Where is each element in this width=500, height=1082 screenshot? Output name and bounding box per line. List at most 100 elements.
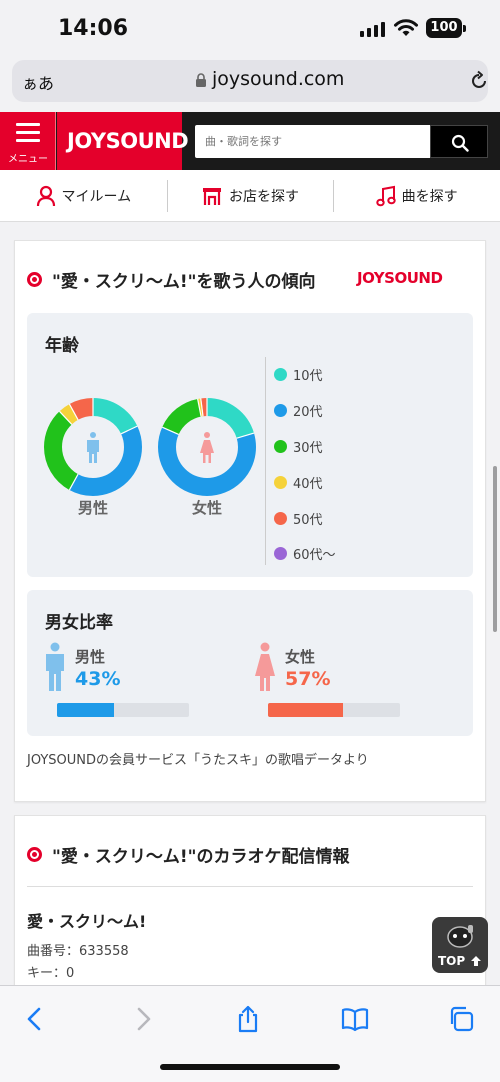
legend-item: 50代 xyxy=(274,500,336,536)
share-icon[interactable] xyxy=(233,1004,263,1034)
home-indicator xyxy=(160,1064,340,1070)
nav-item-find-song[interactable]: 曲を探す xyxy=(333,170,500,221)
search-input[interactable] xyxy=(195,125,430,158)
section-title-text: "愛・スクリ〜ム!"のカラオケ配信情報 xyxy=(52,847,350,867)
joysound-brand-logo: JOYSOUND xyxy=(357,269,443,287)
joysound-logo: JOYSOUND xyxy=(67,129,189,153)
section-bullet-icon xyxy=(27,847,42,862)
nav-item-label: マイルーム xyxy=(61,188,132,205)
menu-button[interactable]: メニュー xyxy=(0,112,56,170)
female-ratio-bar-fill xyxy=(268,703,344,717)
donut-separator xyxy=(59,410,73,425)
legend-item: 60代〜 xyxy=(274,536,336,572)
back-icon[interactable] xyxy=(20,1004,50,1034)
male-figure-icon xyxy=(46,642,64,691)
status-time: 14:06 xyxy=(58,16,129,41)
legend-dot xyxy=(274,547,287,561)
male-age-donut-chart xyxy=(44,398,142,496)
donut-separator xyxy=(68,403,79,421)
legend-dot xyxy=(274,439,287,453)
legend-label: 10代 xyxy=(293,369,323,385)
top-label: TOP xyxy=(438,954,466,968)
age-legend: 10代 20代 30代 40代 50代 60代〜 xyxy=(265,357,336,565)
age-panel-title: 年齢 xyxy=(45,336,79,356)
gender-ratio-title: 男女比率 xyxy=(45,613,113,633)
donut-separator xyxy=(200,398,204,417)
legend-label: 60代〜 xyxy=(293,548,336,564)
url-domain[interactable]: joysound.com xyxy=(212,68,345,90)
male-figure-icon xyxy=(87,432,99,463)
bookmarks-icon[interactable] xyxy=(340,1004,370,1034)
status-bar: 14:06 100 xyxy=(0,0,500,58)
age-panel: 年齢 男性 女性 10代 20代 30代 40代 50代 60代〜 xyxy=(27,313,473,577)
donut-separator xyxy=(120,425,138,435)
legend-dot xyxy=(274,404,287,418)
lock-icon xyxy=(196,73,206,87)
donut-separator xyxy=(68,473,79,491)
divider xyxy=(27,886,473,887)
reload-icon[interactable] xyxy=(468,70,490,92)
section-bullet-icon xyxy=(27,272,42,287)
nav-item-myroom[interactable]: マイルーム xyxy=(0,170,167,221)
male-chart-label: 男性 xyxy=(77,499,108,517)
female-figure-icon xyxy=(255,642,275,691)
female-figure-icon xyxy=(200,432,214,463)
donut-slice-30代 xyxy=(44,398,142,496)
menu-label: メニュー xyxy=(8,154,48,165)
gender-ratio-panel: 男女比率 男性 43% 女性 57% xyxy=(27,590,473,736)
legend-item: 20代 xyxy=(274,393,336,429)
donut-separator xyxy=(161,426,179,436)
user-icon xyxy=(36,185,55,206)
donut-slice-20代 xyxy=(44,398,142,496)
search-button[interactable] xyxy=(430,125,488,158)
back-to-top-button[interactable]: TOP xyxy=(432,917,488,973)
female-label: 女性 xyxy=(285,648,316,666)
legend-item: 10代 xyxy=(274,357,336,393)
song-number: 曲番号：633558 xyxy=(27,944,129,959)
female-age-donut-chart xyxy=(158,398,256,496)
battery-level: 100 xyxy=(430,20,458,35)
search-icon xyxy=(451,134,469,152)
search-box[interactable] xyxy=(195,125,430,158)
nav-item-label: お店を探す xyxy=(229,188,299,205)
male-ratio-bar-fill xyxy=(57,703,114,717)
legend-item: 30代 xyxy=(274,429,336,465)
male-ratio-bar xyxy=(57,703,189,717)
hamburger-icon xyxy=(16,123,40,147)
legend-dot xyxy=(274,368,287,382)
legend-dot xyxy=(274,475,287,489)
donut-separator xyxy=(236,432,255,439)
female-ratio-bar xyxy=(268,703,400,717)
site-header: メニュー JOYSOUND xyxy=(0,112,500,170)
song-key: キー：0 xyxy=(27,966,75,981)
female-chart-label: 女性 xyxy=(191,499,222,517)
male-percent: 43% xyxy=(75,668,121,690)
legend-label: 50代 xyxy=(293,512,323,528)
tabs-icon[interactable] xyxy=(446,1004,476,1034)
singer-trend-card: "愛・スクリ〜ム!"を歌う人の傾向 JOYSOUND 年齢 男性 女性 10代 … xyxy=(14,240,486,802)
legend-label: 40代 xyxy=(293,476,323,492)
legend-dot xyxy=(274,511,287,525)
music-note-icon xyxy=(375,185,396,206)
legend-label: 30代 xyxy=(293,440,323,456)
site-logo-link[interactable]: JOYSOUND xyxy=(57,112,189,170)
store-icon xyxy=(203,187,221,205)
forward-icon[interactable] xyxy=(128,1004,158,1034)
nav-item-label: 曲を探す xyxy=(401,188,458,205)
legend-item: 40代 xyxy=(274,464,336,500)
cellular-signal-icon xyxy=(360,21,385,37)
scroll-indicator[interactable] xyxy=(493,466,497,632)
section-title-text: "愛・スクリ〜ム!"を歌う人の傾向 xyxy=(52,272,316,292)
male-label: 男性 xyxy=(75,648,106,666)
wifi-icon xyxy=(394,19,418,36)
address-bar[interactable]: ぁあ joysound.com xyxy=(12,60,488,102)
song-title: 愛・スクリ〜ム! xyxy=(27,912,147,931)
section-title: "愛・スクリ〜ム!"のカラオケ配信情報 xyxy=(27,842,349,867)
female-percent: 57% xyxy=(285,668,331,690)
donut-slice-20代 xyxy=(158,398,256,496)
donut-separator xyxy=(197,398,202,417)
text-size-button[interactable]: ぁあ xyxy=(22,74,55,93)
legend-label: 20代 xyxy=(293,405,323,421)
arrow-up-icon xyxy=(471,956,481,966)
nav-item-find-store[interactable]: お店を探す xyxy=(166,170,334,221)
